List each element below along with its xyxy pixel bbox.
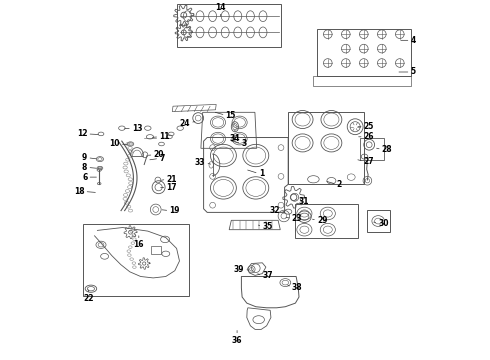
- Text: 27: 27: [364, 157, 374, 166]
- Text: 29: 29: [317, 216, 327, 225]
- Text: 10: 10: [109, 139, 120, 148]
- Text: 19: 19: [170, 206, 180, 215]
- Text: 2: 2: [337, 180, 342, 189]
- Text: 3: 3: [242, 139, 246, 148]
- Text: 17: 17: [167, 183, 177, 192]
- Bar: [151, 246, 162, 254]
- Text: 22: 22: [83, 294, 94, 303]
- Text: 32: 32: [270, 206, 280, 215]
- Bar: [367, 210, 390, 232]
- Text: 31: 31: [298, 197, 309, 206]
- Text: 4: 4: [411, 36, 416, 45]
- Bar: [176, 4, 281, 47]
- Text: 20: 20: [153, 150, 164, 159]
- Bar: [83, 224, 189, 296]
- Text: 21: 21: [167, 175, 177, 184]
- Text: 39: 39: [234, 265, 245, 274]
- Text: 37: 37: [262, 271, 273, 280]
- Text: 36: 36: [232, 336, 243, 345]
- Text: 11: 11: [159, 132, 170, 141]
- Text: 33: 33: [195, 158, 205, 167]
- Text: 15: 15: [225, 111, 236, 120]
- Text: 23: 23: [292, 214, 302, 223]
- Text: 18: 18: [74, 187, 84, 196]
- Text: 25: 25: [364, 122, 374, 131]
- Text: 16: 16: [134, 240, 144, 249]
- Text: 9: 9: [82, 153, 87, 162]
- Text: 24: 24: [180, 118, 190, 127]
- Text: 34: 34: [230, 134, 240, 143]
- Text: 8: 8: [82, 163, 87, 172]
- Text: 14: 14: [215, 3, 226, 12]
- Text: 1: 1: [259, 169, 264, 178]
- Text: 6: 6: [82, 173, 87, 181]
- Text: 28: 28: [382, 145, 392, 154]
- Text: 7: 7: [159, 154, 165, 163]
- Text: 13: 13: [132, 123, 143, 132]
- Bar: [294, 204, 358, 238]
- Bar: [288, 112, 364, 184]
- Text: 26: 26: [364, 132, 374, 141]
- Text: 5: 5: [411, 68, 416, 77]
- Text: 12: 12: [77, 129, 87, 138]
- Text: 38: 38: [292, 283, 302, 292]
- Text: 30: 30: [378, 219, 389, 228]
- Bar: [360, 138, 384, 160]
- Text: 35: 35: [262, 222, 272, 231]
